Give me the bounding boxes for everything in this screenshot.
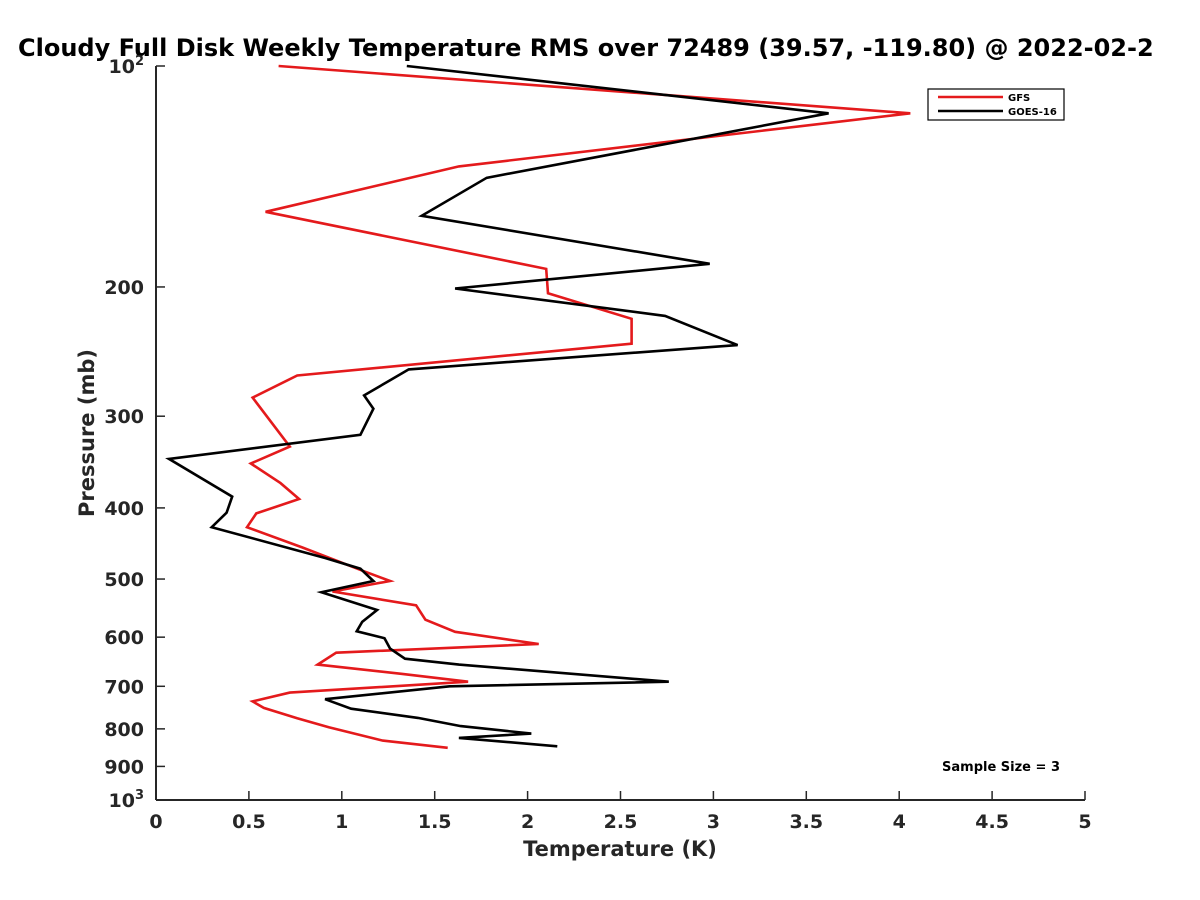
x-tick-label: 2.5	[604, 811, 638, 833]
y-tick-label: 300	[104, 406, 144, 428]
x-tick-label: 3	[707, 811, 720, 833]
y-tick-label: 102	[109, 54, 145, 78]
sample-size-annotation: Sample Size = 3	[942, 760, 1060, 775]
plot-series-group	[165, 64, 911, 750]
x-axis-label: Temperature (K)	[523, 837, 717, 861]
y-tick-label: 700	[104, 676, 144, 698]
series-line-goes16	[165, 64, 829, 748]
chart-title: Cloudy Full Disk Weekly Temperature RMS …	[18, 34, 1154, 62]
x-tick-label: 1.5	[418, 811, 452, 833]
x-tick-label: 3.5	[789, 811, 823, 833]
x-tick-label: 0.5	[232, 811, 266, 833]
y-tick-label: 103	[109, 788, 145, 812]
x-tick-label: 2	[521, 811, 534, 833]
x-tick-label: 1	[335, 811, 348, 833]
y-tick-label: 600	[104, 627, 144, 649]
legend: GFS GOES-16	[927, 88, 1065, 121]
legend-label-gfs: GFS	[1008, 93, 1030, 104]
y-tick-label: 500	[104, 569, 144, 591]
legend-box	[927, 88, 1065, 121]
y-tick-label: 200	[104, 277, 144, 299]
x-axis-ticks: 0 0.5 1 1.5 2 2.5 3 3.5 4 4.5 5	[149, 791, 1092, 833]
x-tick-label: 4.5	[975, 811, 1009, 833]
y-tick-label: 800	[104, 719, 144, 741]
x-tick-label: 0	[149, 811, 162, 833]
y-tick-label: 900	[104, 756, 144, 778]
x-tick-label: 5	[1078, 811, 1091, 833]
y-axis-label: Pressure (mb)	[75, 349, 99, 517]
x-tick-label: 4	[893, 811, 906, 833]
legend-label-goes16: GOES-16	[1008, 107, 1057, 118]
y-axis-ticks: 102 200 300 400 500 600 700 800 900 103	[104, 54, 165, 812]
series-line-gfs	[244, 64, 911, 750]
y-tick-label: 400	[104, 498, 144, 520]
